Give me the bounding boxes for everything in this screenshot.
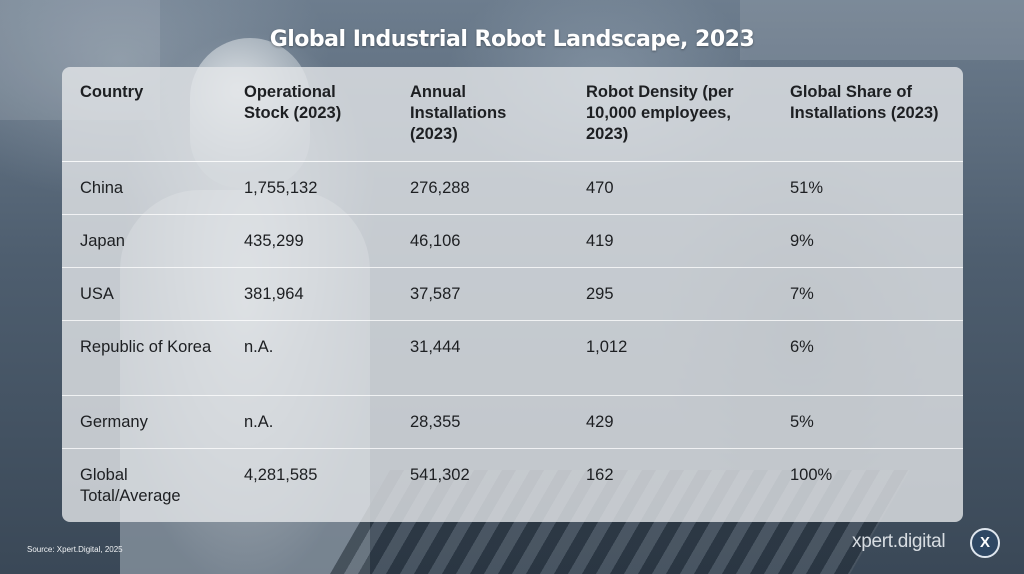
cell-annual-installations: 31,444 bbox=[392, 319, 568, 395]
table-row: USA 381,964 37,587 295 7% bbox=[62, 266, 963, 320]
brand-logo-text[interactable]: xpert.digital bbox=[852, 531, 946, 552]
table-row: Japan 435,299 46,106 419 9% bbox=[62, 213, 963, 267]
cell-global-share: 6% bbox=[772, 319, 963, 395]
cell-operational-stock: 1,755,132 bbox=[226, 160, 392, 214]
header-annual-installations: Annual Installations (2023) bbox=[410, 83, 507, 143]
cell-annual-installations: 46,106 bbox=[392, 213, 568, 267]
cell-operational-stock: 4,281,585 bbox=[226, 447, 392, 522]
cell-annual-installations: 541,302 bbox=[392, 447, 568, 522]
cell-operational-stock: 435,299 bbox=[226, 213, 392, 267]
page-title: Global Industrial Robot Landscape, 2023 bbox=[269, 27, 755, 52]
cell-annual-installations: 28,355 bbox=[392, 394, 568, 448]
cell-robot-density: 419 bbox=[568, 213, 772, 267]
cell-global-share: 7% bbox=[772, 266, 963, 320]
cell-global-share: 100% bbox=[772, 447, 963, 522]
cell-country: China bbox=[62, 160, 226, 214]
cell-country: USA bbox=[62, 266, 226, 320]
cell-country: Global Total/Average bbox=[62, 447, 226, 522]
cell-robot-density: 429 bbox=[568, 394, 772, 448]
cell-global-share: 5% bbox=[772, 394, 963, 448]
table-row: Republic of Korea n.A. 31,444 1,012 6% bbox=[62, 319, 963, 395]
header-global-share: Global Share of Installations (2023) bbox=[790, 83, 939, 122]
table-header-row: Country Operational Stock (2023) Annual … bbox=[62, 67, 963, 161]
cell-country: Germany bbox=[62, 394, 226, 448]
cell-operational-stock: 381,964 bbox=[226, 266, 392, 320]
cell-robot-density: 162 bbox=[568, 447, 772, 522]
cell-operational-stock: n.A. bbox=[226, 319, 392, 395]
brand-badge-icon[interactable]: X bbox=[970, 528, 1000, 558]
cell-annual-installations: 276,288 bbox=[392, 160, 568, 214]
header-robot-density: Robot Density (per 10,000 employees, 202… bbox=[586, 83, 734, 143]
cell-global-share: 9% bbox=[772, 213, 963, 267]
cell-robot-density: 1,012 bbox=[568, 319, 772, 395]
cell-global-share: 51% bbox=[772, 160, 963, 214]
cell-country: Republic of Korea bbox=[62, 319, 226, 395]
cell-operational-stock: n.A. bbox=[226, 394, 392, 448]
data-table-panel: Country Operational Stock (2023) Annual … bbox=[62, 67, 963, 522]
source-note: Source: Xpert.Digital, 2025 bbox=[27, 545, 123, 554]
header-country: Country bbox=[80, 83, 144, 101]
table-row: China 1,755,132 276,288 470 51% bbox=[62, 160, 963, 214]
background-light bbox=[740, 0, 1024, 60]
cell-country: Japan bbox=[62, 213, 226, 267]
table-row: Global Total/Average 4,281,585 541,302 1… bbox=[62, 447, 963, 522]
cell-robot-density: 470 bbox=[568, 160, 772, 214]
header-operational-stock: Operational Stock (2023) bbox=[244, 83, 342, 122]
table-row: Germany n.A. 28,355 429 5% bbox=[62, 394, 963, 448]
cell-annual-installations: 37,587 bbox=[392, 266, 568, 320]
robot-data-table: Country Operational Stock (2023) Annual … bbox=[62, 67, 963, 522]
cell-robot-density: 295 bbox=[568, 266, 772, 320]
